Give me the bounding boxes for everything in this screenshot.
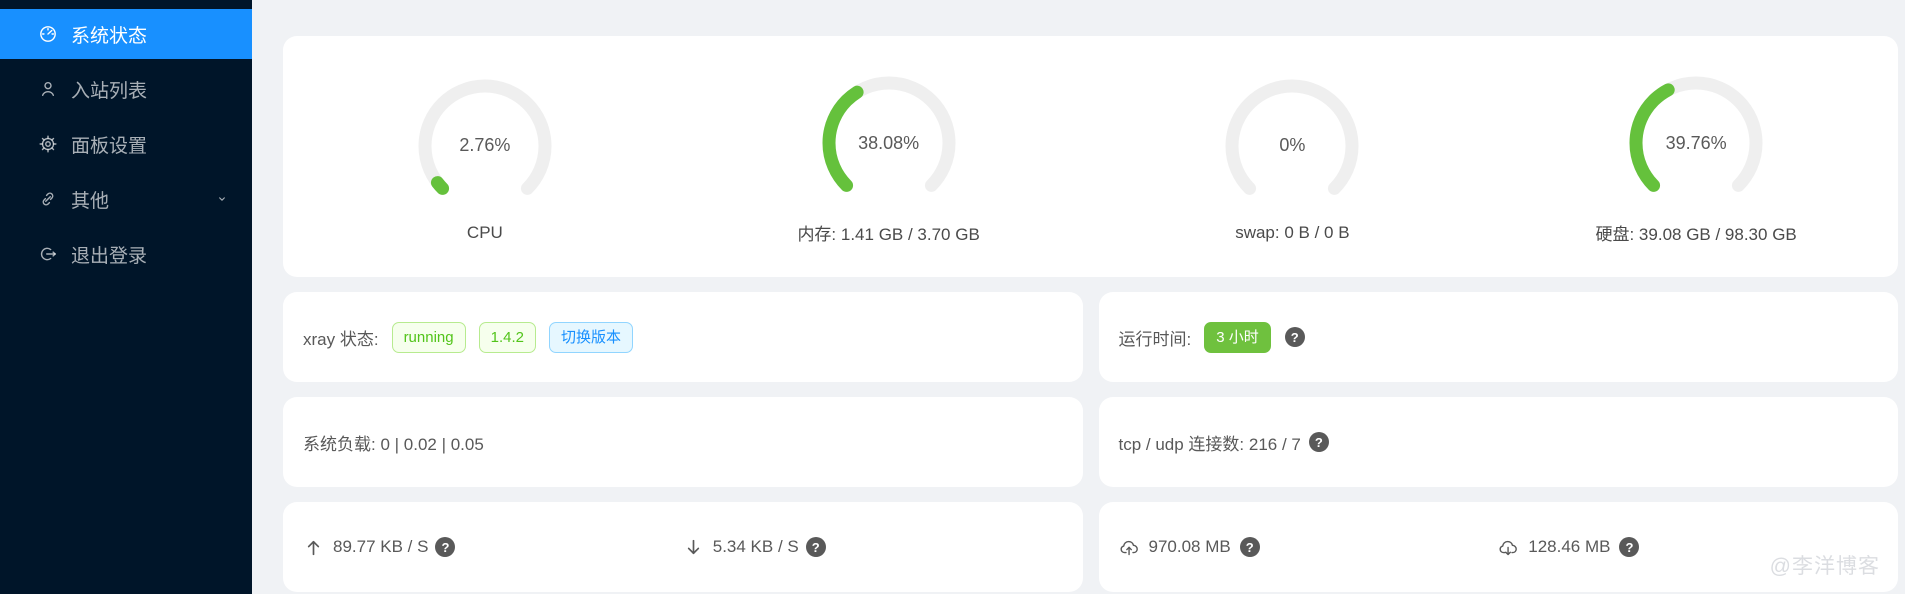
arrow-up-icon <box>303 537 324 558</box>
disk-gauge-ring: 39.76% <box>1621 68 1771 218</box>
chevron-down-icon <box>214 191 230 207</box>
xray-running-tag: running <box>391 321 466 353</box>
download-speed-value: 5.34 KB / S <box>712 537 799 556</box>
system-gauges-card: 2.76% CPU 38.08% 内存: 1.41 GB / 3.70 GB 0… <box>283 36 1898 277</box>
disk-percent: 39.76% <box>1665 132 1727 153</box>
disk-label: 硬盘: 39.08 GB / 98.30 GB <box>1595 225 1797 244</box>
disk-gauge: 39.76% 硬盘: 39.08 GB / 98.30 GB <box>1494 68 1898 245</box>
system-load-card: 系统负载: 0 | 0.02 | 0.05 <box>283 397 1083 487</box>
upload-speed-help-icon[interactable]: ? <box>435 537 456 557</box>
memory-percent: 38.08% <box>858 132 920 153</box>
connections-help-icon[interactable]: ? <box>1308 432 1329 452</box>
memory-label: 内存: 1.41 GB / 3.70 GB <box>797 225 980 244</box>
dashboard-icon <box>38 24 58 44</box>
upload-speed-value: 89.77 KB / S <box>333 537 429 556</box>
network-speed-card: 89.77 KB / S ? 5.34 KB / S ? <box>283 502 1083 592</box>
switch-version-button[interactable]: 切换版本 <box>548 321 633 353</box>
swap-gauge-ring: 0% <box>1217 71 1367 221</box>
cloud-download-icon <box>1498 537 1519 558</box>
cpu-label: CPU <box>466 222 503 242</box>
xray-version-tag: 1.4.2 <box>478 321 536 353</box>
sidebar-item-inbound-list[interactable]: 入站列表 <box>0 64 252 114</box>
total-download-help-icon[interactable]: ? <box>1619 537 1640 557</box>
network-total-card: 970.08 MB ? 128.46 MB ? <box>1098 502 1898 592</box>
user-icon <box>38 79 58 99</box>
swap-percent: 0% <box>1279 135 1306 155</box>
sidebar-item-system-status[interactable]: 系统状态 <box>0 9 252 59</box>
system-load-text: 系统负载: 0 | 0.02 | 0.05 <box>303 434 484 454</box>
logout-icon <box>38 244 58 264</box>
total-upload-help-icon[interactable]: ? <box>1239 537 1260 557</box>
total-upload: 970.08 MB ? <box>1119 537 1499 558</box>
sidebar-item-label: 退出登录 <box>71 245 148 267</box>
cpu-gauge-ring: 2.76% <box>410 71 560 221</box>
memory-gauge: 38.08% 内存: 1.41 GB / 3.70 GB <box>687 68 1091 245</box>
uptime-label: 运行时间: <box>1118 329 1192 349</box>
cpu-percent: 2.76% <box>459 135 511 155</box>
sidebar-item-other[interactable]: 其他 <box>0 174 252 224</box>
gear-icon <box>38 134 58 154</box>
sidebar: 系统状态 入站列表 面板设置 <box>0 0 252 594</box>
link-icon <box>38 189 58 209</box>
uptime-card: 运行时间: 3 小时 ? <box>1098 292 1898 382</box>
sidebar-item-logout[interactable]: 退出登录 <box>0 229 252 279</box>
sidebar-item-panel-settings[interactable]: 面板设置 <box>0 119 252 169</box>
connections-card: tcp / udp 连接数: 216 / 7 ? <box>1098 397 1898 487</box>
sidebar-item-label: 其他 <box>71 190 110 212</box>
arrow-down-icon <box>683 537 704 558</box>
uptime-help-icon[interactable]: ? <box>1284 327 1305 347</box>
download-speed-help-icon[interactable]: ? <box>805 537 826 557</box>
total-download-value: 128.46 MB <box>1528 537 1611 556</box>
xray-status-card: xray 状态: running 1.4.2 切换版本 <box>283 292 1083 382</box>
sidebar-item-label: 入站列表 <box>71 80 148 102</box>
total-upload-value: 970.08 MB <box>1148 537 1231 556</box>
upload-speed: 89.77 KB / S ? <box>303 537 683 558</box>
connections-text: tcp / udp 连接数: 216 / 7 <box>1118 434 1301 454</box>
xray-status-label: xray 状态: <box>303 329 379 349</box>
main-content: 2.76% CPU 38.08% 内存: 1.41 GB / 3.70 GB 0… <box>252 0 1905 594</box>
swap-label: swap: 0 B / 0 B <box>1235 222 1350 242</box>
cloud-upload-icon <box>1119 537 1140 558</box>
download-speed: 5.34 KB / S ? <box>683 537 1063 558</box>
cpu-gauge: 2.76% CPU <box>283 71 687 243</box>
uptime-value-tag: 3 小时 <box>1204 321 1271 353</box>
memory-gauge-ring: 38.08% <box>814 68 964 218</box>
swap-gauge: 0% swap: 0 B / 0 B <box>1091 71 1495 243</box>
sidebar-item-label: 面板设置 <box>71 135 148 157</box>
sidebar-item-label: 系统状态 <box>71 25 148 47</box>
total-download: 128.46 MB ? <box>1498 537 1878 558</box>
